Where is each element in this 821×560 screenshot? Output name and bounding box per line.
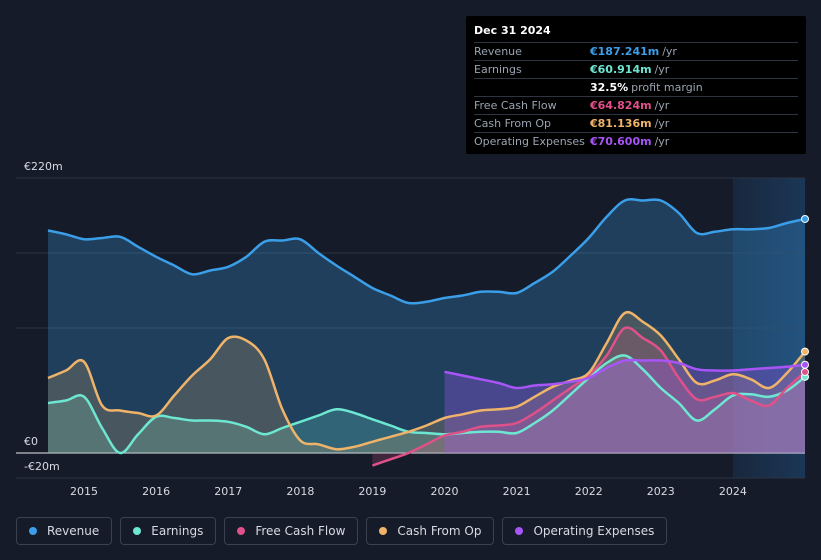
legend-label: Free Cash Flow — [255, 524, 346, 538]
tooltip-label — [474, 79, 590, 96]
tooltip-label: Earnings — [474, 63, 522, 76]
y-label-top: €220m — [24, 160, 63, 173]
tooltip-value: €70.600m — [590, 135, 652, 148]
tooltip-label: Free Cash Flow — [474, 99, 557, 112]
line-free-cash-flow — [372, 326, 806, 467]
tooltip-value: €64.824m — [590, 99, 652, 112]
x-tick-label: 2021 — [503, 485, 531, 498]
x-tick-label: 2017 — [214, 485, 242, 498]
legend: Revenue Earnings Free Cash Flow Cash From O… — [16, 517, 668, 545]
area-earnings — [48, 355, 805, 454]
y-label-zero: €0 — [24, 435, 38, 448]
tooltip-unit: /yr — [662, 45, 677, 58]
line-earnings — [47, 354, 806, 455]
tooltip-unit: /yr — [654, 135, 670, 148]
legend-dot-icon — [237, 527, 246, 535]
legend-label: Revenue — [47, 524, 100, 538]
endpoint-cash-from-op — [801, 347, 809, 356]
tooltip-row: Revenue €187.241m/yr — [474, 43, 798, 61]
legend-label: Earnings — [151, 524, 204, 538]
x-tick-label: 2023 — [647, 485, 675, 498]
line-revenue — [47, 198, 806, 305]
tooltip-unit: /yr — [654, 63, 670, 76]
tooltip-label: Operating Expenses — [474, 135, 585, 148]
legend-dot-icon — [515, 527, 524, 535]
tooltip-label: Revenue — [474, 45, 522, 58]
tooltip-value: €187.241m — [590, 45, 660, 58]
legend-label: Operating Expenses — [533, 524, 655, 538]
legend-item-revenue[interactable]: Revenue — [16, 517, 113, 545]
legend-dot-icon — [29, 527, 37, 535]
x-tick-label: 2022 — [575, 485, 603, 498]
series-lines — [47, 198, 806, 467]
tooltip-unit: profit margin — [631, 81, 703, 94]
tooltip-unit: /yr — [654, 99, 670, 112]
tooltip-value: €81.136m — [590, 117, 652, 130]
legend-dot-icon — [133, 527, 142, 535]
x-tick-label: 2016 — [142, 485, 170, 498]
x-tick-label: 2018 — [286, 485, 314, 498]
tooltip-date: Dec 31 2024 — [474, 24, 798, 43]
legend-item-cash-from-op[interactable]: Cash From Op — [366, 517, 495, 545]
chart: €220m €0 -€20m 2015 2016 2017 2018 2019 2020 2… — [16, 160, 809, 498]
endpoint-revenue — [801, 214, 809, 223]
line-cash-from-op — [47, 310, 806, 451]
legend-item-free-cash-flow[interactable]: Free Cash Flow — [224, 517, 359, 545]
tooltip-row: Cash From Op €81.136m/yr — [474, 115, 798, 133]
x-tick-label: 2024 — [719, 485, 747, 498]
endpoint-operating-expenses — [801, 360, 809, 369]
tooltip-unit: /yr — [654, 117, 670, 130]
x-tick-label: 2020 — [431, 485, 459, 498]
x-tick-label: 2015 — [70, 485, 98, 498]
area-operating-expenses — [444, 359, 805, 453]
x-axis-ticks: 2015 2016 2017 2018 2019 2020 2021 2022 2023 2024 — [70, 485, 747, 498]
tooltip-row: Free Cash Flow €64.824m/yr — [474, 97, 798, 115]
legend-label: Cash From Op — [397, 524, 482, 538]
tooltip-row: Earnings €60.914m/yr — [474, 61, 798, 79]
tooltip-value: €60.914m — [590, 63, 652, 76]
tooltip-row: 32.5% profit margin — [474, 79, 798, 97]
series-endpoints — [801, 214, 809, 381]
tooltip-value: 32.5% — [590, 81, 629, 94]
tooltip: Dec 31 2024 Revenue €187.241m/yr Earnings €… — [466, 16, 806, 154]
y-label-bottom: -€20m — [24, 460, 60, 473]
legend-dot-icon — [379, 527, 388, 535]
x-tick-label: 2019 — [358, 485, 386, 498]
endpoint-free-cash-flow — [801, 367, 809, 376]
legend-item-operating-expenses[interactable]: Operating Expenses — [502, 517, 668, 545]
tooltip-label: Cash From Op — [474, 117, 552, 130]
area-cash-from-op — [48, 312, 805, 453]
legend-item-earnings[interactable]: Earnings — [120, 517, 217, 545]
line-operating-expenses — [444, 358, 806, 390]
tooltip-row: Operating Expenses €70.600m/yr — [474, 133, 798, 150]
